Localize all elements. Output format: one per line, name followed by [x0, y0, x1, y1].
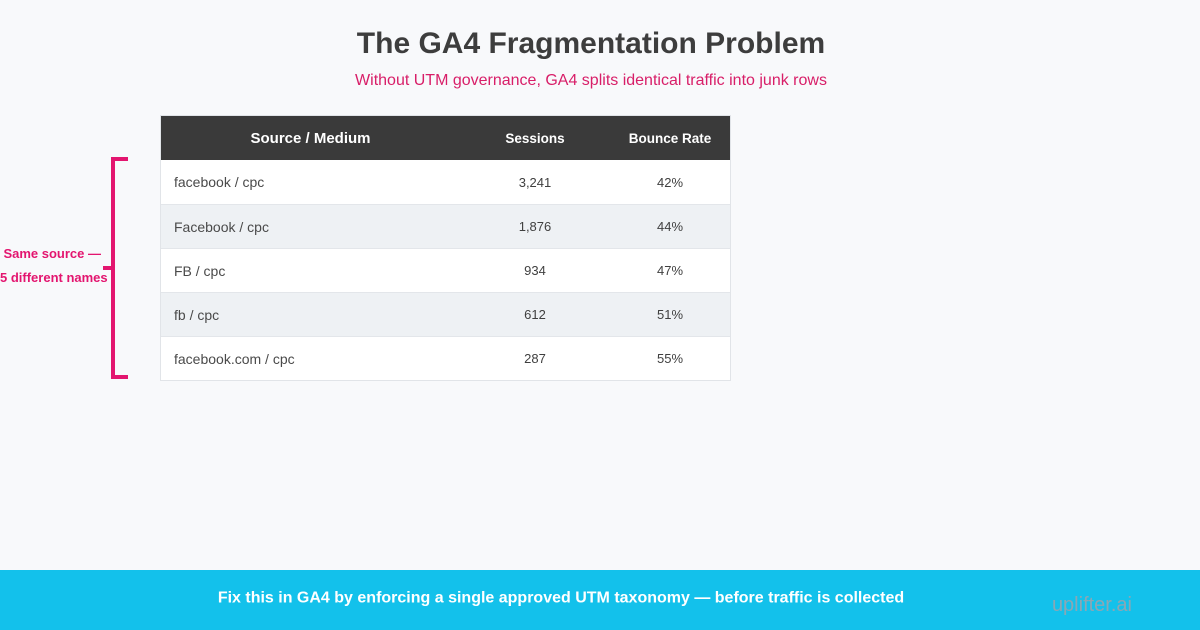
brand-watermark: uplifter.ai [1051, 594, 1132, 616]
cell-sessions: 612 [524, 307, 546, 322]
cell-bounce-rate: 47% [656, 263, 684, 278]
cell-sessions: 3,241 [518, 174, 552, 190]
source-medium-table: Source / Medium Sessions Bounce Rate fac… [160, 115, 731, 381]
cell-sessions: 1,876 [518, 219, 552, 234]
bracket-line [111, 157, 115, 379]
cell-bounce-rate: 51% [656, 307, 684, 322]
cell-source-medium: Facebook / cpc [174, 218, 269, 235]
cell-source-medium: facebook.com / cpc [174, 350, 295, 367]
bracket-middle-tick [103, 266, 111, 270]
bracket-top-arm [111, 157, 128, 161]
table-row: facebook / cpc 3,241 42% [161, 160, 730, 204]
cell-sessions: 287 [524, 351, 546, 366]
cell-sessions: 934 [524, 263, 546, 278]
table-row: Facebook / cpc 1,876 44% [161, 204, 730, 248]
page-subtitle: Without UTM governance, GA4 splits ident… [355, 72, 827, 89]
table-row: FB / cpc 934 47% [161, 248, 730, 292]
cell-bounce-rate: 55% [656, 351, 684, 366]
cell-source-medium: FB / cpc [174, 262, 226, 279]
table-header-row: Source / Medium Sessions Bounce Rate [161, 116, 730, 160]
cell-bounce-rate: 42% [656, 174, 684, 190]
annotation-label: Same source — 5 different names [0, 242, 108, 290]
cell-source-medium: facebook / cpc [174, 174, 265, 190]
cell-source-medium: fb / cpc [174, 306, 220, 323]
table-row: facebook.com / cpc 287 55% [161, 336, 730, 380]
column-header-source-medium: Source / Medium [250, 129, 371, 147]
footer-bar: Fix this in GA4 by enforcing a single ap… [0, 570, 1200, 630]
bracket-bottom-arm [111, 375, 128, 379]
column-header-bounce-rate: Bounce Rate [628, 130, 712, 146]
table-row: fb / cpc 612 51% [161, 292, 730, 336]
page-title: The GA4 Fragmentation Problem [356, 27, 826, 60]
footer-message: Fix this in GA4 by enforcing a single ap… [217, 589, 905, 607]
annotation-line-1: Same source — [3, 246, 101, 261]
annotation-line-2: 5 different names [0, 270, 108, 285]
cell-bounce-rate: 44% [656, 219, 684, 234]
column-header-sessions: Sessions [505, 130, 565, 146]
